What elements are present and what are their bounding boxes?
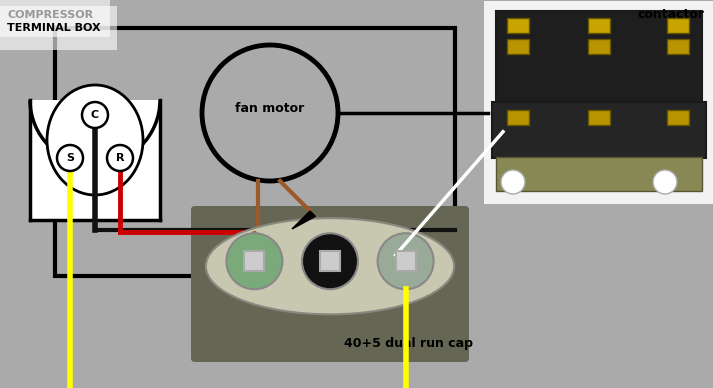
FancyBboxPatch shape bbox=[667, 110, 689, 125]
Circle shape bbox=[227, 233, 282, 289]
Text: fan motor: fan motor bbox=[235, 102, 304, 114]
FancyBboxPatch shape bbox=[667, 39, 689, 54]
Circle shape bbox=[57, 145, 83, 171]
Circle shape bbox=[107, 145, 133, 171]
Ellipse shape bbox=[206, 218, 454, 314]
FancyBboxPatch shape bbox=[30, 100, 160, 220]
Text: C: C bbox=[91, 110, 99, 120]
Text: 40+5 dual run cap: 40+5 dual run cap bbox=[344, 336, 473, 350]
Text: COMPRESSOR: COMPRESSOR bbox=[7, 10, 93, 20]
Wedge shape bbox=[30, 100, 160, 165]
Circle shape bbox=[378, 233, 434, 289]
Circle shape bbox=[501, 170, 525, 194]
Circle shape bbox=[82, 102, 108, 128]
FancyBboxPatch shape bbox=[507, 39, 529, 54]
Text: R: R bbox=[116, 153, 124, 163]
FancyBboxPatch shape bbox=[588, 110, 610, 125]
Text: S: S bbox=[66, 153, 74, 163]
Circle shape bbox=[653, 170, 677, 194]
FancyBboxPatch shape bbox=[507, 18, 529, 33]
Circle shape bbox=[302, 233, 358, 289]
Polygon shape bbox=[292, 211, 315, 229]
FancyBboxPatch shape bbox=[396, 251, 416, 271]
FancyBboxPatch shape bbox=[588, 39, 610, 54]
FancyBboxPatch shape bbox=[245, 251, 265, 271]
Text: TERMINAL BOX: TERMINAL BOX bbox=[7, 23, 101, 33]
FancyBboxPatch shape bbox=[320, 251, 340, 271]
FancyBboxPatch shape bbox=[507, 110, 529, 125]
FancyBboxPatch shape bbox=[667, 18, 689, 33]
FancyBboxPatch shape bbox=[496, 158, 702, 191]
Circle shape bbox=[202, 45, 338, 181]
FancyBboxPatch shape bbox=[484, 1, 713, 204]
FancyBboxPatch shape bbox=[496, 11, 702, 103]
FancyBboxPatch shape bbox=[492, 102, 706, 158]
FancyBboxPatch shape bbox=[55, 28, 455, 276]
Text: contactor: contactor bbox=[638, 8, 705, 21]
Ellipse shape bbox=[47, 85, 143, 195]
FancyBboxPatch shape bbox=[588, 18, 610, 33]
FancyBboxPatch shape bbox=[191, 206, 469, 362]
